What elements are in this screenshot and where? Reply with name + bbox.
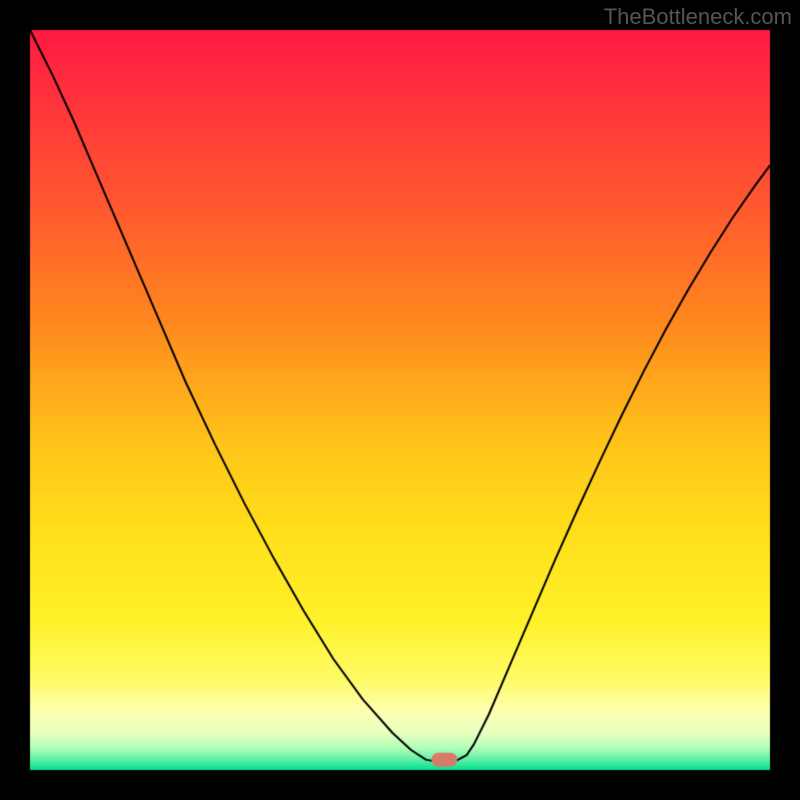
bottleneck-chart xyxy=(0,0,800,800)
watermark-text: TheBottleneck.com xyxy=(604,4,792,30)
